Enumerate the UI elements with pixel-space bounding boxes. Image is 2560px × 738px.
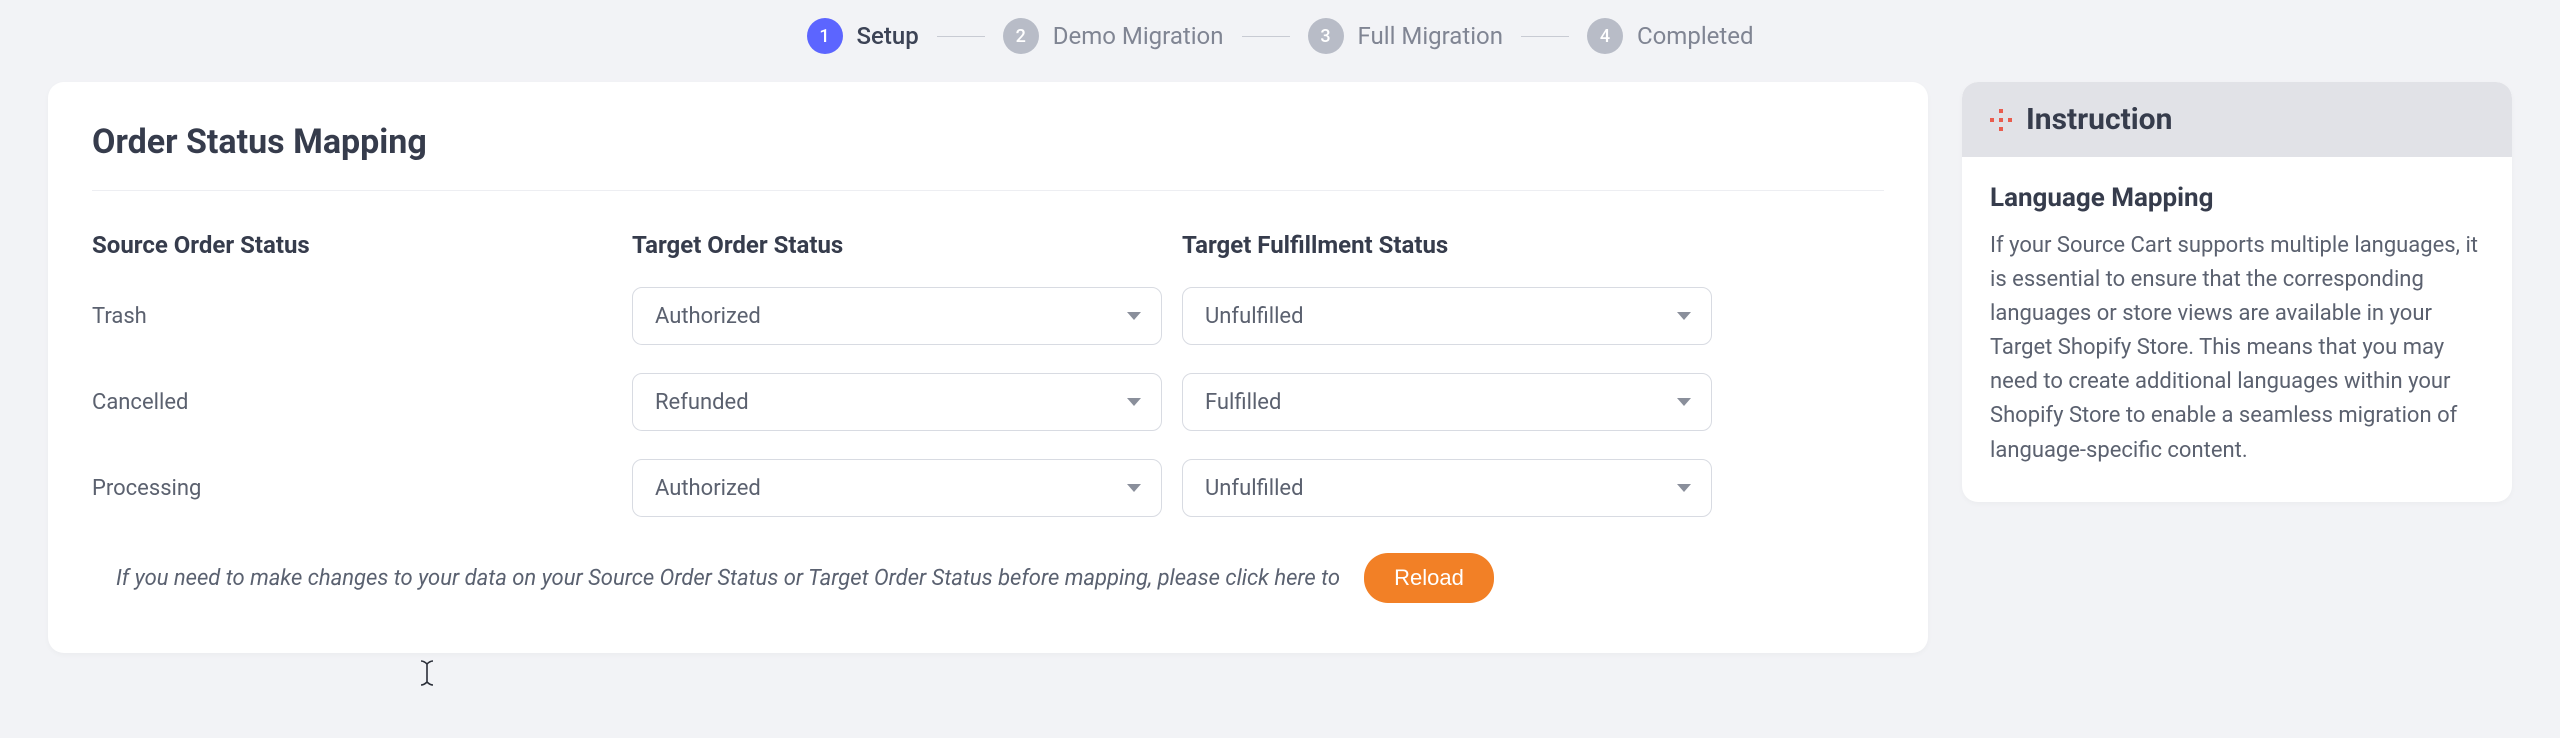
chevron-down-icon (1677, 312, 1691, 320)
helper-text: If you need to make changes to your data… (116, 566, 1340, 591)
col-header-fulfillment: Target Fulfillment Status (1182, 231, 1712, 259)
chevron-down-icon (1677, 484, 1691, 492)
instruction-body: Language Mapping If your Source Cart sup… (1962, 157, 2512, 502)
step-label: Demo Migration (1053, 22, 1224, 50)
step-label: Completed (1637, 22, 1754, 50)
instruction-section-title: Language Mapping (1990, 183, 2484, 213)
instruction-card: Instruction Language Mapping If your Sou… (1962, 82, 2512, 502)
step-label: Setup (857, 22, 919, 50)
step-badge: 1 (807, 18, 843, 54)
col-header-target: Target Order Status (632, 231, 1162, 259)
reload-button[interactable]: Reload (1364, 553, 1494, 603)
target-fulfillment-status-select[interactable]: Fulfilled (1182, 373, 1712, 431)
select-value: Unfulfilled (1205, 304, 1304, 329)
instruction-header: Instruction (1962, 82, 2512, 157)
select-value: Unfulfilled (1205, 476, 1304, 501)
mapping-grid: Source Order Status Target Order Status … (92, 231, 1884, 517)
page-title: Order Status Mapping (92, 122, 1884, 191)
chevron-down-icon (1127, 398, 1141, 406)
stepper: 1 Setup 2 Demo Migration 3 Full Migratio… (0, 8, 2560, 82)
select-value: Fulfilled (1205, 390, 1281, 415)
step-full-migration[interactable]: 3 Full Migration (1308, 18, 1503, 54)
select-value: Authorized (655, 476, 761, 501)
step-connector (1242, 36, 1290, 37)
step-badge: 3 (1308, 18, 1344, 54)
target-order-status-select[interactable]: Refunded (632, 373, 1162, 431)
step-badge: 4 (1587, 18, 1623, 54)
col-header-source: Source Order Status (92, 231, 612, 259)
target-fulfillment-status-select[interactable]: Unfulfilled (1182, 459, 1712, 517)
step-completed[interactable]: 4 Completed (1587, 18, 1754, 54)
step-badge: 2 (1003, 18, 1039, 54)
chevron-down-icon (1127, 484, 1141, 492)
step-label: Full Migration (1358, 22, 1503, 50)
select-value: Authorized (655, 304, 761, 329)
source-status-label: Cancelled (92, 390, 612, 415)
step-setup[interactable]: 1 Setup (807, 18, 919, 54)
step-demo-migration[interactable]: 2 Demo Migration (1003, 18, 1224, 54)
step-connector (1521, 36, 1569, 37)
source-status-label: Trash (92, 304, 612, 329)
text-cursor-icon (418, 660, 436, 693)
page-wrap: Order Status Mapping Source Order Status… (0, 82, 2560, 653)
source-status-label: Processing (92, 476, 612, 501)
target-fulfillment-status-select[interactable]: Unfulfilled (1182, 287, 1712, 345)
select-value: Refunded (655, 390, 749, 415)
instruction-icon (1990, 109, 2012, 131)
chevron-down-icon (1127, 312, 1141, 320)
instruction-text: If your Source Cart supports multiple la… (1990, 229, 2484, 468)
order-status-mapping-card: Order Status Mapping Source Order Status… (48, 82, 1928, 653)
target-order-status-select[interactable]: Authorized (632, 287, 1162, 345)
target-order-status-select[interactable]: Authorized (632, 459, 1162, 517)
step-connector (937, 36, 985, 37)
helper-row: If you need to make changes to your data… (92, 553, 1884, 603)
instruction-title: Instruction (2026, 102, 2172, 137)
chevron-down-icon (1677, 398, 1691, 406)
